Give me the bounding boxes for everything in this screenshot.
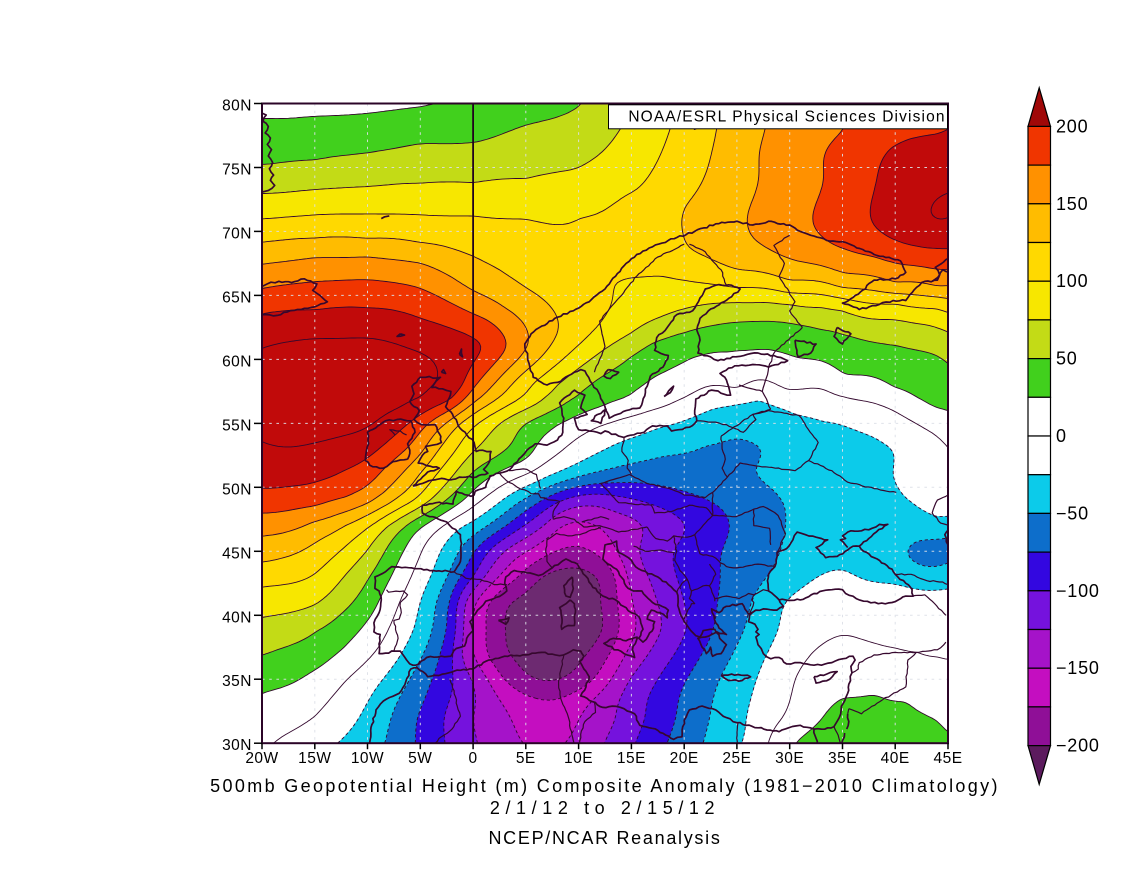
- svg-text:5E: 5E: [516, 750, 536, 767]
- svg-text:NCEP/NCAR Reanalysis: NCEP/NCAR Reanalysis: [488, 828, 721, 848]
- svg-text:0: 0: [1056, 426, 1067, 446]
- svg-text:−50: −50: [1056, 503, 1089, 523]
- svg-text:50N: 50N: [222, 481, 252, 498]
- svg-text:65N: 65N: [222, 289, 252, 306]
- svg-text:5W: 5W: [408, 750, 432, 767]
- svg-text:100: 100: [1056, 271, 1088, 291]
- svg-text:40N: 40N: [222, 609, 252, 626]
- svg-text:500mb Geopotential Height (m): 500mb Geopotential Height (m) Composite …: [210, 776, 1000, 796]
- svg-text:35N: 35N: [222, 673, 252, 690]
- svg-text:45N: 45N: [222, 545, 252, 562]
- svg-text:60N: 60N: [222, 353, 252, 370]
- svg-text:30N: 30N: [222, 737, 252, 754]
- svg-text:10E: 10E: [564, 750, 593, 767]
- svg-text:15E: 15E: [617, 750, 646, 767]
- svg-text:−100: −100: [1056, 581, 1100, 601]
- svg-text:−150: −150: [1056, 658, 1100, 678]
- svg-text:2/1/12 to 2/15/12: 2/1/12 to 2/15/12: [490, 798, 720, 818]
- svg-text:20W: 20W: [245, 750, 278, 767]
- svg-text:20E: 20E: [670, 750, 699, 767]
- svg-text:25E: 25E: [722, 750, 751, 767]
- svg-text:35E: 35E: [828, 750, 857, 767]
- svg-text:45E: 45E: [933, 750, 962, 767]
- svg-text:15W: 15W: [298, 750, 331, 767]
- svg-text:40E: 40E: [881, 750, 910, 767]
- svg-text:30E: 30E: [775, 750, 804, 767]
- svg-text:200: 200: [1056, 116, 1088, 136]
- svg-text:50: 50: [1056, 349, 1078, 369]
- svg-text:70N: 70N: [222, 225, 252, 242]
- svg-text:80N: 80N: [222, 98, 252, 115]
- svg-text:−200: −200: [1056, 736, 1100, 756]
- svg-text:NOAA/ESRL Physical Sciences Di: NOAA/ESRL Physical Sciences Division: [628, 109, 945, 126]
- svg-text:150: 150: [1056, 194, 1088, 214]
- svg-text:0: 0: [469, 750, 478, 767]
- svg-text:55N: 55N: [222, 417, 252, 434]
- svg-text:10W: 10W: [351, 750, 384, 767]
- svg-text:75N: 75N: [222, 162, 252, 179]
